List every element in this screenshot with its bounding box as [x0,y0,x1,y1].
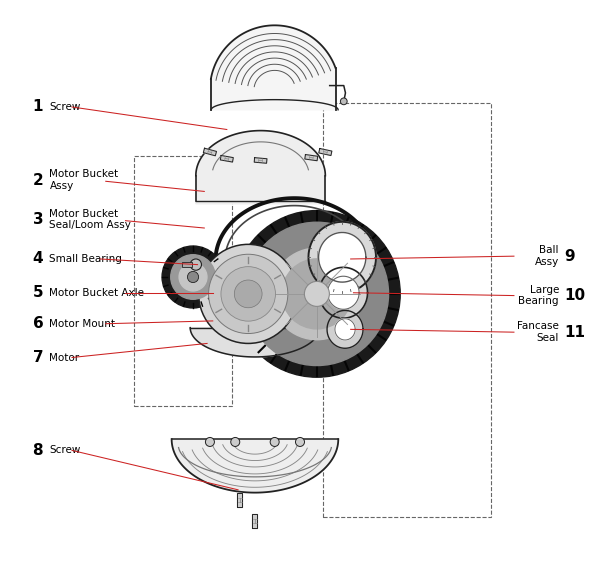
Polygon shape [196,131,325,204]
Circle shape [205,437,214,446]
Text: Large
Bearing: Large Bearing [518,285,559,306]
Circle shape [209,254,288,333]
Circle shape [295,437,305,446]
Polygon shape [319,233,366,282]
Polygon shape [254,158,267,163]
Circle shape [187,271,199,283]
Circle shape [231,437,240,446]
Circle shape [235,280,262,308]
Circle shape [282,259,352,329]
Circle shape [245,222,389,365]
Text: Ball
Assy: Ball Assy [535,245,559,267]
Text: 11: 11 [565,325,586,339]
Text: 3: 3 [32,212,43,227]
Polygon shape [253,514,257,528]
Bar [182,262,192,267]
Circle shape [199,244,298,343]
Text: Motor Bucket
Seal/Loom Assy: Motor Bucket Seal/Loom Assy [49,209,131,230]
Text: Motor: Motor [49,352,80,363]
Bar [134,156,232,406]
Polygon shape [319,267,368,318]
Text: 5: 5 [32,285,43,300]
Circle shape [190,259,202,270]
Polygon shape [319,149,332,155]
Text: 1: 1 [32,100,43,114]
Text: 2: 2 [32,173,43,187]
Text: Motor Bucket Axle: Motor Bucket Axle [49,288,145,298]
Text: 10: 10 [565,288,586,303]
Circle shape [162,246,224,308]
Polygon shape [172,439,338,493]
Text: 9: 9 [565,249,575,263]
Text: 7: 7 [32,350,43,365]
Polygon shape [203,148,217,156]
Polygon shape [211,25,335,110]
Polygon shape [190,328,320,357]
Circle shape [233,211,400,377]
Circle shape [221,267,275,321]
Polygon shape [335,319,355,340]
Circle shape [271,248,363,339]
Circle shape [171,254,215,300]
Text: 6: 6 [32,316,43,331]
Text: Screw: Screw [49,445,81,455]
Circle shape [304,282,329,306]
Circle shape [270,437,279,446]
Polygon shape [327,310,363,348]
Polygon shape [308,222,376,293]
Text: 8: 8 [32,443,43,458]
Circle shape [340,98,347,105]
Bar [323,103,491,517]
Polygon shape [305,155,318,160]
Text: Fancase
Seal: Fancase Seal [517,321,559,343]
Polygon shape [220,155,233,162]
Polygon shape [328,276,359,309]
Text: Motor Bucket
Assy: Motor Bucket Assy [49,169,119,191]
Text: Small Bearing: Small Bearing [49,254,122,264]
Text: Screw: Screw [49,102,81,112]
Circle shape [179,263,207,291]
Text: Motor Mount: Motor Mount [49,319,115,329]
Text: 4: 4 [32,252,43,266]
Polygon shape [237,493,242,507]
